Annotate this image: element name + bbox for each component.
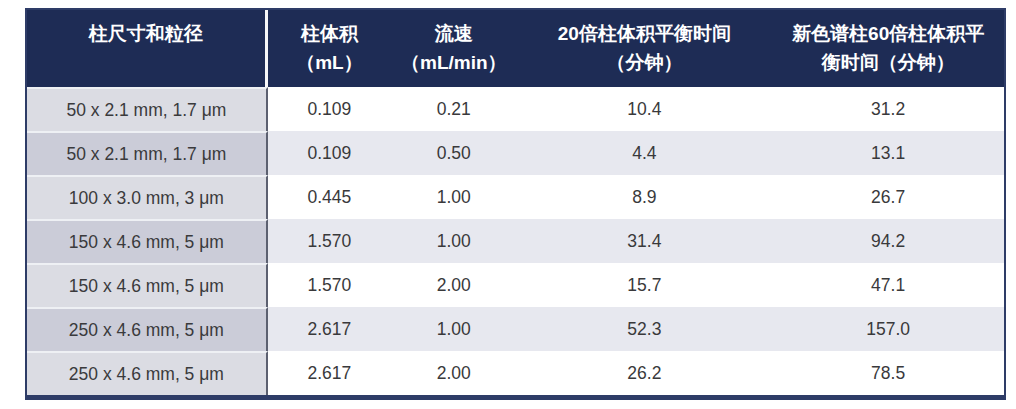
table-row: 250 x 4.6 mm, 5 μm 2.617 2.00 26.2 78.5 bbox=[27, 351, 1004, 395]
cell-60x-time: 47.1 bbox=[772, 263, 1004, 307]
cell-column-size: 250 x 4.6 mm, 5 μm bbox=[27, 307, 268, 351]
cell-20x-time: 8.9 bbox=[516, 175, 772, 219]
cell-column-volume: 1.570 bbox=[268, 219, 391, 263]
header-text: 柱体积 bbox=[270, 20, 389, 49]
table-body: 50 x 2.1 mm, 1.7 μm 0.109 0.21 10.4 31.2… bbox=[27, 87, 1004, 395]
cell-column-size: 250 x 4.6 mm, 5 μm bbox=[27, 351, 268, 395]
cell-60x-time: 31.2 bbox=[772, 87, 1004, 131]
cell-flow-rate: 2.00 bbox=[391, 351, 516, 395]
header-text: 20倍柱体积平衡时间 bbox=[518, 20, 770, 49]
header-text: 流速 bbox=[393, 20, 514, 49]
header-subtext: （mL） bbox=[270, 49, 389, 78]
header-text: 柱尺寸和粒径 bbox=[29, 20, 263, 49]
table-header: 柱尺寸和粒径 柱体积 （mL） 流速 （mL/min） 20倍柱体积平衡时间 （… bbox=[27, 10, 1004, 87]
col-header-column-size: 柱尺寸和粒径 bbox=[27, 10, 268, 87]
cell-flow-rate: 1.00 bbox=[391, 307, 516, 351]
cell-column-size: 100 x 3.0 mm, 3 μm bbox=[27, 175, 268, 219]
table-row: 150 x 4.6 mm, 5 μm 1.570 1.00 31.4 94.2 bbox=[27, 219, 1004, 263]
cell-column-size: 150 x 4.6 mm, 5 μm bbox=[27, 263, 268, 307]
cell-20x-time: 4.4 bbox=[516, 131, 772, 175]
header-row: 柱尺寸和粒径 柱体积 （mL） 流速 （mL/min） 20倍柱体积平衡时间 （… bbox=[27, 10, 1004, 87]
cell-flow-rate: 0.21 bbox=[391, 87, 516, 131]
cell-60x-time: 13.1 bbox=[772, 131, 1004, 175]
header-subtext: （mL/min） bbox=[393, 49, 514, 78]
table-row: 150 x 4.6 mm, 5 μm 1.570 2.00 15.7 47.1 bbox=[27, 263, 1004, 307]
cell-flow-rate: 1.00 bbox=[391, 219, 516, 263]
cell-20x-time: 26.2 bbox=[516, 351, 772, 395]
cell-60x-time: 157.0 bbox=[772, 307, 1004, 351]
table-row: 100 x 3.0 mm, 3 μm 0.445 1.00 8.9 26.7 bbox=[27, 175, 1004, 219]
cell-60x-time: 94.2 bbox=[772, 219, 1004, 263]
cell-column-volume: 2.617 bbox=[268, 307, 391, 351]
cell-column-volume: 1.570 bbox=[268, 263, 391, 307]
cell-column-volume: 0.445 bbox=[268, 175, 391, 219]
cell-20x-time: 10.4 bbox=[516, 87, 772, 131]
table-row: 50 x 2.1 mm, 1.7 μm 0.109 0.21 10.4 31.2 bbox=[27, 87, 1004, 131]
cell-column-volume: 0.109 bbox=[268, 131, 391, 175]
cell-flow-rate: 1.00 bbox=[391, 175, 516, 219]
cell-column-size: 50 x 2.1 mm, 1.7 μm bbox=[27, 131, 268, 175]
cell-flow-rate: 0.50 bbox=[391, 131, 516, 175]
cell-60x-time: 26.7 bbox=[772, 175, 1004, 219]
cell-column-size: 150 x 4.6 mm, 5 μm bbox=[27, 219, 268, 263]
header-subtext: （分钟） bbox=[518, 49, 770, 78]
cell-column-volume: 0.109 bbox=[268, 87, 391, 131]
col-header-flow-rate: 流速 （mL/min） bbox=[391, 10, 516, 87]
header-text: 新色谱柱60倍柱体积平 bbox=[774, 20, 1002, 49]
cell-20x-time: 15.7 bbox=[516, 263, 772, 307]
cell-column-size: 50 x 2.1 mm, 1.7 μm bbox=[27, 87, 268, 131]
header-subtext: 衡时间（分钟） bbox=[774, 49, 1002, 78]
cell-flow-rate: 2.00 bbox=[391, 263, 516, 307]
table-row: 50 x 2.1 mm, 1.7 μm 0.109 0.50 4.4 13.1 bbox=[27, 131, 1004, 175]
equilibration-table: 柱尺寸和粒径 柱体积 （mL） 流速 （mL/min） 20倍柱体积平衡时间 （… bbox=[25, 8, 1006, 400]
cell-column-volume: 2.617 bbox=[268, 351, 391, 395]
cell-20x-time: 31.4 bbox=[516, 219, 772, 263]
cell-20x-time: 52.3 bbox=[516, 307, 772, 351]
col-header-60x-equilibration-time: 新色谱柱60倍柱体积平 衡时间（分钟） bbox=[772, 10, 1004, 87]
col-header-column-volume: 柱体积 （mL） bbox=[268, 10, 391, 87]
col-header-20x-equilibration-time: 20倍柱体积平衡时间 （分钟） bbox=[516, 10, 772, 87]
table-row: 250 x 4.6 mm, 5 μm 2.617 1.00 52.3 157.0 bbox=[27, 307, 1004, 351]
cell-60x-time: 78.5 bbox=[772, 351, 1004, 395]
